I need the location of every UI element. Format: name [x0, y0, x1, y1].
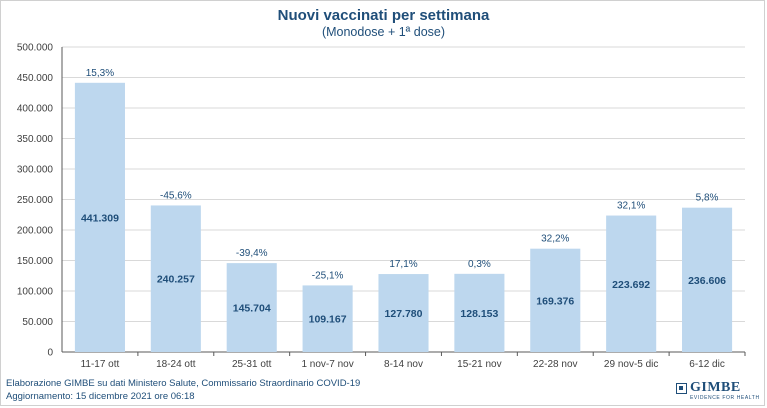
y-tick-label: 350.000 [17, 134, 54, 145]
bar-change-label: 0,3% [468, 259, 491, 270]
bar-change-label: 5,8% [696, 193, 719, 204]
x-tick-label: 15-21 nov [457, 359, 501, 370]
x-tick-label: 18-24 ott [156, 359, 196, 370]
bar [74, 82, 125, 352]
bar [226, 263, 277, 352]
y-tick-label: 50.000 [22, 317, 53, 328]
bar-change-label: 32,2% [541, 234, 569, 245]
y-tick-label: 250.000 [17, 195, 54, 206]
bar-value-label: 128.153 [460, 308, 498, 320]
x-tick-label: 1 nov-7 nov [301, 359, 353, 370]
bar [454, 273, 505, 352]
bar-value-label: 240.257 [157, 274, 195, 286]
x-tick-label: 11-17 ott [81, 359, 120, 370]
bar-value-label: 236.606 [688, 275, 726, 287]
x-tick-label: 22-28 nov [533, 359, 577, 370]
bar-value-label: 441.309 [81, 212, 119, 224]
y-tick-label: 150.000 [17, 256, 54, 267]
y-tick-label: 100.000 [17, 287, 54, 298]
y-tick-label: 450.000 [17, 73, 54, 84]
bar [682, 207, 733, 352]
bar [150, 205, 201, 352]
bar-value-label: 169.376 [536, 295, 574, 307]
y-tick-label: 500.000 [17, 43, 54, 54]
y-tick-label: 0 [47, 348, 53, 359]
bar-value-label: 145.704 [233, 303, 271, 315]
bar-change-label: 17,1% [389, 259, 417, 270]
footer: Elaborazione GIMBE su dati Ministero Sal… [6, 377, 360, 403]
x-tick-label: 29 nov-5 dic [604, 359, 658, 370]
chart-title: Nuovi vaccinati per settimana [277, 7, 490, 24]
y-tick-label: 200.000 [17, 226, 54, 237]
bar [302, 285, 353, 352]
x-tick-label: 25-31 ott [232, 359, 272, 370]
x-tick-label: 8-14 nov [384, 359, 423, 370]
chart-subtitle: (Monodose + 1ª dose) [321, 25, 446, 39]
bar-change-label: -45,6% [160, 190, 192, 201]
logo-mark-icon [676, 382, 687, 394]
gimbe-logo: GIMBE EVIDENCE FOR HEALTH [676, 379, 762, 403]
footer-source: Elaborazione GIMBE su dati Ministero Sal… [6, 378, 361, 389]
bar-value-label: 223.692 [612, 279, 650, 291]
logo-name: GIMBE [690, 379, 741, 395]
bar [378, 274, 429, 352]
bar-change-label: -25,1% [312, 270, 344, 281]
bar-change-label: 15,3% [86, 68, 114, 79]
y-tick-label: 400.000 [17, 104, 54, 115]
bar [606, 215, 657, 352]
y-tick-label: 300.000 [17, 165, 54, 176]
bar-change-label: -39,4% [236, 248, 268, 259]
bar-value-label: 127.780 [385, 308, 423, 320]
footer-updated: Aggiornamento: 15 dicembre 2021 ore 06:1… [6, 391, 195, 402]
bar-change-label: 32,1% [617, 201, 645, 212]
x-tick-label: 6-12 dic [689, 359, 725, 370]
bar [530, 248, 581, 352]
logo-tagline: EVIDENCE FOR HEALTH [690, 394, 760, 401]
bar-value-label: 109.167 [309, 314, 347, 326]
